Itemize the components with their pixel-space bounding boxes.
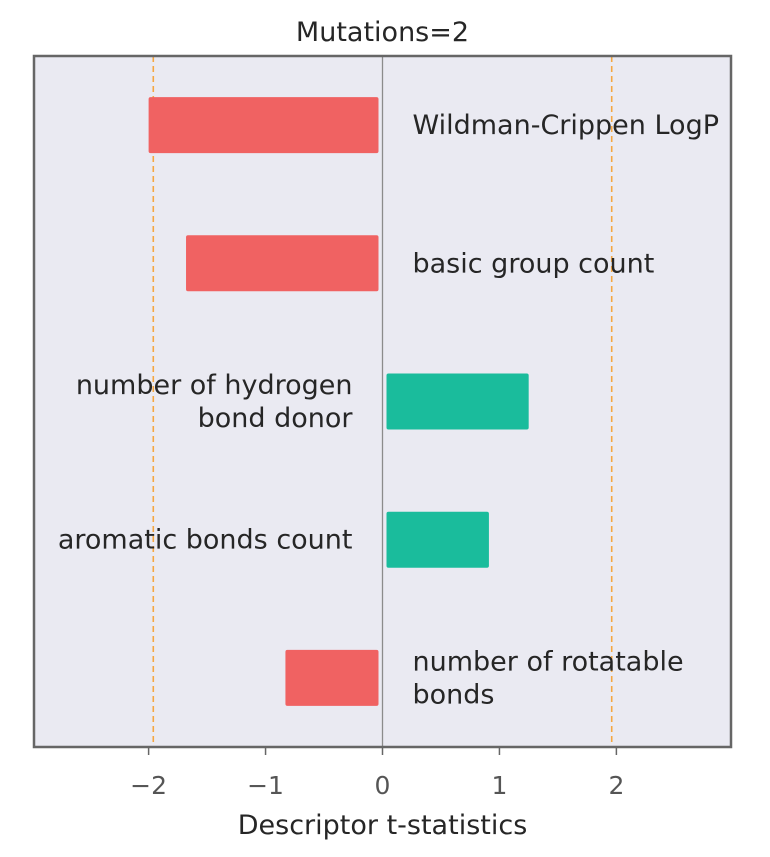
bar-2 [386,373,529,430]
bar-label-3: aromatic bonds count [58,525,353,556]
bar-4 [285,649,379,706]
bar-label-line: bonds [413,679,495,710]
bar-label-line: Wildman-Crippen LogP [413,110,720,141]
bar-label-1: basic group count [413,248,655,279]
bar-label-line: number of rotatable [413,646,684,677]
bar-label-2: number of hydrogen bond donor [76,370,354,434]
bar-0 [148,97,379,154]
bar-label-line: number of hydrogen [76,370,353,401]
x-tick-label: 1 [491,771,507,800]
bar-label-line: aromatic bonds count [58,525,353,556]
bar-1 [186,235,379,292]
x-tick-label: 0 [375,771,391,800]
bar-label-0: Wildman-Crippen LogP [413,110,720,141]
bar-label-line: bond donor [198,403,354,434]
x-tick-label: −2 [130,771,167,800]
bar-label-line: basic group count [413,248,655,279]
chart-title: Mutations=2 [296,17,469,48]
x-tick-label: −1 [247,771,284,800]
bar-3 [386,511,489,568]
bar-label-4: number of rotatable bonds [413,646,684,710]
x-axis-label: Descriptor t-statistics [238,810,528,841]
x-tick-label: 2 [608,771,624,800]
plot-frame [32,54,733,749]
